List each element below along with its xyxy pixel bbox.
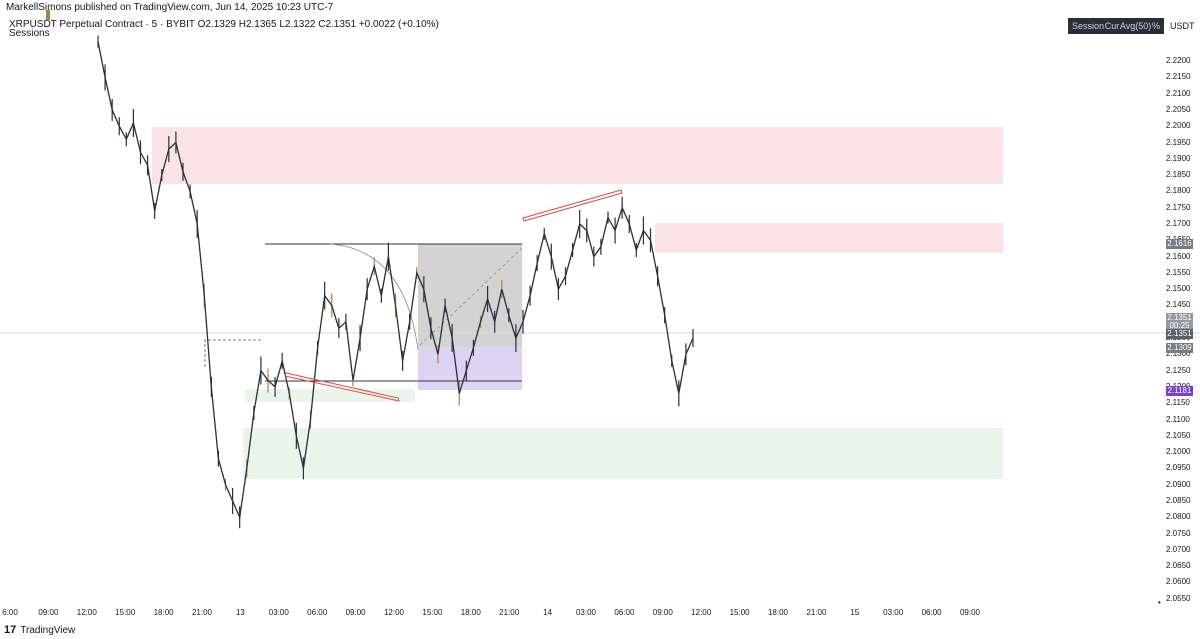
currency-label[interactable]: USDT [1170, 21, 1195, 31]
price-tick-label: 2.1850 [1166, 170, 1191, 180]
price-tick-label: 2.0650 [1166, 561, 1191, 571]
time-tick-label: 09:00 [959, 608, 981, 617]
time-tick-label: 6:00 [2, 608, 18, 617]
footer-brand-text: TradingView [20, 624, 76, 636]
demand-zone-small [245, 389, 415, 402]
time-tick-label: 03:00 [268, 608, 289, 617]
price-tick-label: 2.1450 [1166, 300, 1191, 310]
time-tick-label: 18:00 [767, 608, 789, 617]
time-tick-label: 03:00 [883, 608, 904, 617]
countdown-tag: 00:25 [1166, 321, 1193, 331]
demand-zone-lower [243, 428, 1003, 479]
last-price-tag-2: 2.1351 [1166, 329, 1193, 339]
price-tick-label: 2.1800 [1166, 186, 1191, 196]
time-tick-label: 21:00 [191, 608, 213, 617]
price-tick-label: 2.1700 [1166, 219, 1191, 228]
price-tick-label: 2.2100 [1166, 88, 1191, 98]
price-tick-label: 2.2000 [1166, 121, 1191, 131]
price-series-line [97, 41, 694, 520]
publisher-line: MarkellSimons published on TradingView.c… [6, 2, 334, 13]
axis-dot: • [1158, 598, 1161, 607]
time-tick-label: 15:00 [422, 608, 443, 617]
gray-range-box [418, 244, 522, 347]
price-tick-label: 2.0550 [1166, 593, 1191, 603]
price-tick-label: 2.1300 [1166, 349, 1191, 359]
time-tick-label: 09:00 [652, 608, 673, 617]
purple-range-box [418, 347, 522, 390]
time-tick-label: 13 [235, 608, 245, 617]
price-tick-label: 2.1500 [1166, 284, 1191, 294]
session-button[interactable]: Session [1072, 21, 1105, 31]
time-tick-label: 12:00 [383, 608, 405, 617]
mid-level-price-tag: 2.1309 [1166, 343, 1193, 353]
time-tick-label: 18:00 [153, 608, 174, 617]
low-level-price-tag: 2.1181 [1166, 386, 1193, 396]
time-tick-label: 18:00 [460, 608, 481, 617]
price-tick-label: 2.1750 [1166, 202, 1191, 212]
price-tick-label: 2.2050 [1166, 104, 1191, 114]
time-tick-label: 15:00 [729, 608, 750, 617]
time-tick-label: 12:00 [76, 608, 97, 617]
last-price-tag: 2.1351 [1166, 313, 1193, 323]
symbol-info-line[interactable]: XRPUSDT Perpetual Contract · 5 · BYBIT O… [9, 19, 439, 30]
red-trendline-lower [284, 372, 400, 402]
percent-button[interactable]: % [1151, 21, 1160, 31]
time-tick-label: 09:00 [38, 608, 59, 617]
supply-zone-mid [655, 223, 1003, 253]
price-tick-label: 2.1000 [1166, 447, 1191, 457]
footer-branding[interactable]: 17 TradingView [4, 624, 75, 636]
price-tick-label: 2.0750 [1166, 528, 1191, 538]
price-tick-label: 2.0950 [1166, 463, 1191, 473]
supply-zone-upper [152, 127, 1003, 184]
dashed-level [204, 339, 262, 367]
time-tick-label: 12:00 [691, 608, 712, 617]
orange-marker [46, 10, 50, 20]
price-tick-label: 2.0900 [1166, 479, 1191, 489]
avg-button[interactable]: Avg(50) [1119, 21, 1152, 31]
time-tick-label: 21:00 [499, 608, 520, 617]
time-tick-label: 15 [850, 608, 860, 617]
time-tick-label: 14 [543, 608, 553, 617]
price-tick-label: 2.0700 [1166, 544, 1191, 554]
time-tick-label: 09:00 [345, 608, 366, 617]
price-tick-label: 2.1950 [1166, 137, 1191, 147]
guide-lines-layer [0, 243, 1200, 382]
price-tick-label: 2.0850 [1166, 495, 1191, 505]
price-tick-label: 2.1100 [1166, 414, 1190, 424]
price-tick-label: 2.1050 [1166, 430, 1191, 440]
price-tick-label: 2.0800 [1166, 512, 1191, 522]
price-tick-label: 2.0600 [1166, 577, 1191, 587]
curve-arc [329, 243, 419, 351]
price-tick-label: 2.1150 [1166, 398, 1190, 408]
session-toolbar[interactable]: Session Cur Avg(50) % [1068, 18, 1164, 34]
time-tick-label: 21:00 [806, 608, 827, 617]
upper-zone-price-tag: 2.1616 [1166, 239, 1193, 249]
sessions-indicator-label[interactable]: Sessions [9, 28, 50, 39]
time-tick-label: 06:00 [307, 608, 328, 617]
price-tick-label: 2.1550 [1166, 267, 1191, 277]
time-tick-label: 06:00 [614, 608, 635, 617]
price-tick-label: 2.1600 [1166, 251, 1191, 261]
red-trendline-upper [522, 189, 623, 222]
time-tick-label: 03:00 [575, 608, 597, 617]
price-tick-label: 2.1250 [1166, 365, 1191, 375]
price-tick-label: 2.2150 [1166, 72, 1191, 82]
price-tick-label: 2.2200 [1166, 56, 1191, 66]
price-tick-label: 2.1900 [1166, 153, 1191, 163]
cur-button[interactable]: Cur [1104, 21, 1120, 31]
candles-layer [97, 35, 694, 529]
time-tick-label: 15:00 [115, 608, 136, 617]
zones-layer [152, 127, 1003, 479]
time-tick-label: 06:00 [921, 608, 942, 617]
drawings-layer [46, 10, 623, 402]
tradingview-logo-icon: 17 [4, 624, 17, 636]
